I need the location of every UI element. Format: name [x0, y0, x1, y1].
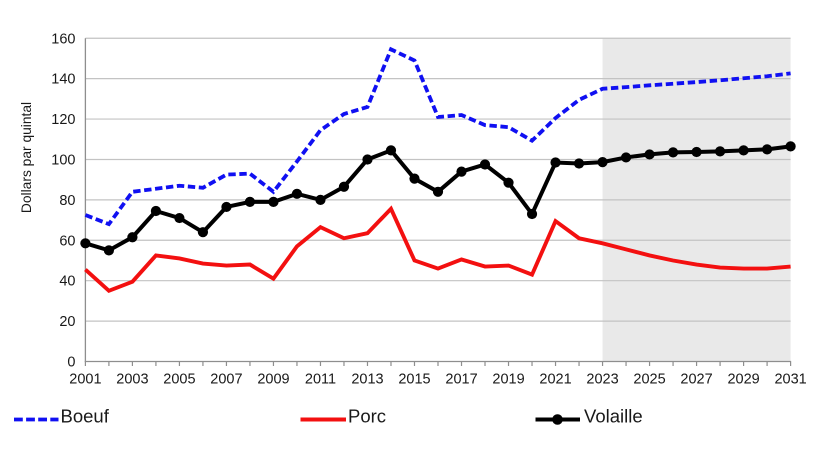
- svg-text:20: 20: [59, 314, 75, 330]
- svg-text:2025: 2025: [633, 372, 665, 388]
- svg-text:2031: 2031: [774, 372, 806, 388]
- svg-text:60: 60: [59, 233, 75, 249]
- svg-text:100: 100: [51, 152, 75, 168]
- svg-text:2019: 2019: [492, 372, 524, 388]
- svg-text:80: 80: [59, 193, 75, 209]
- svg-text:2009: 2009: [257, 372, 289, 388]
- svg-text:140: 140: [51, 72, 75, 88]
- svg-text:2013: 2013: [351, 372, 383, 388]
- svg-text:120: 120: [51, 112, 75, 128]
- svg-text:2007: 2007: [210, 372, 242, 388]
- svg-text:160: 160: [51, 31, 75, 47]
- svg-text:2011: 2011: [305, 372, 336, 388]
- svg-text:2015: 2015: [398, 372, 430, 388]
- svg-text:Porc: Porc: [348, 406, 386, 427]
- svg-text:2003: 2003: [116, 372, 148, 388]
- svg-text:Dollars par quintal: Dollars par quintal: [19, 102, 34, 213]
- svg-text:2023: 2023: [586, 372, 618, 388]
- svg-text:0: 0: [67, 355, 75, 371]
- svg-text:2001: 2001: [69, 372, 101, 388]
- svg-text:2005: 2005: [163, 372, 195, 388]
- svg-text:2017: 2017: [445, 372, 477, 388]
- svg-text:Boeuf: Boeuf: [61, 406, 110, 427]
- svg-text:2029: 2029: [727, 372, 759, 388]
- svg-text:Volaille: Volaille: [584, 406, 643, 427]
- svg-text:2027: 2027: [680, 372, 712, 388]
- svg-text:40: 40: [59, 274, 75, 290]
- svg-text:2021: 2021: [539, 372, 571, 388]
